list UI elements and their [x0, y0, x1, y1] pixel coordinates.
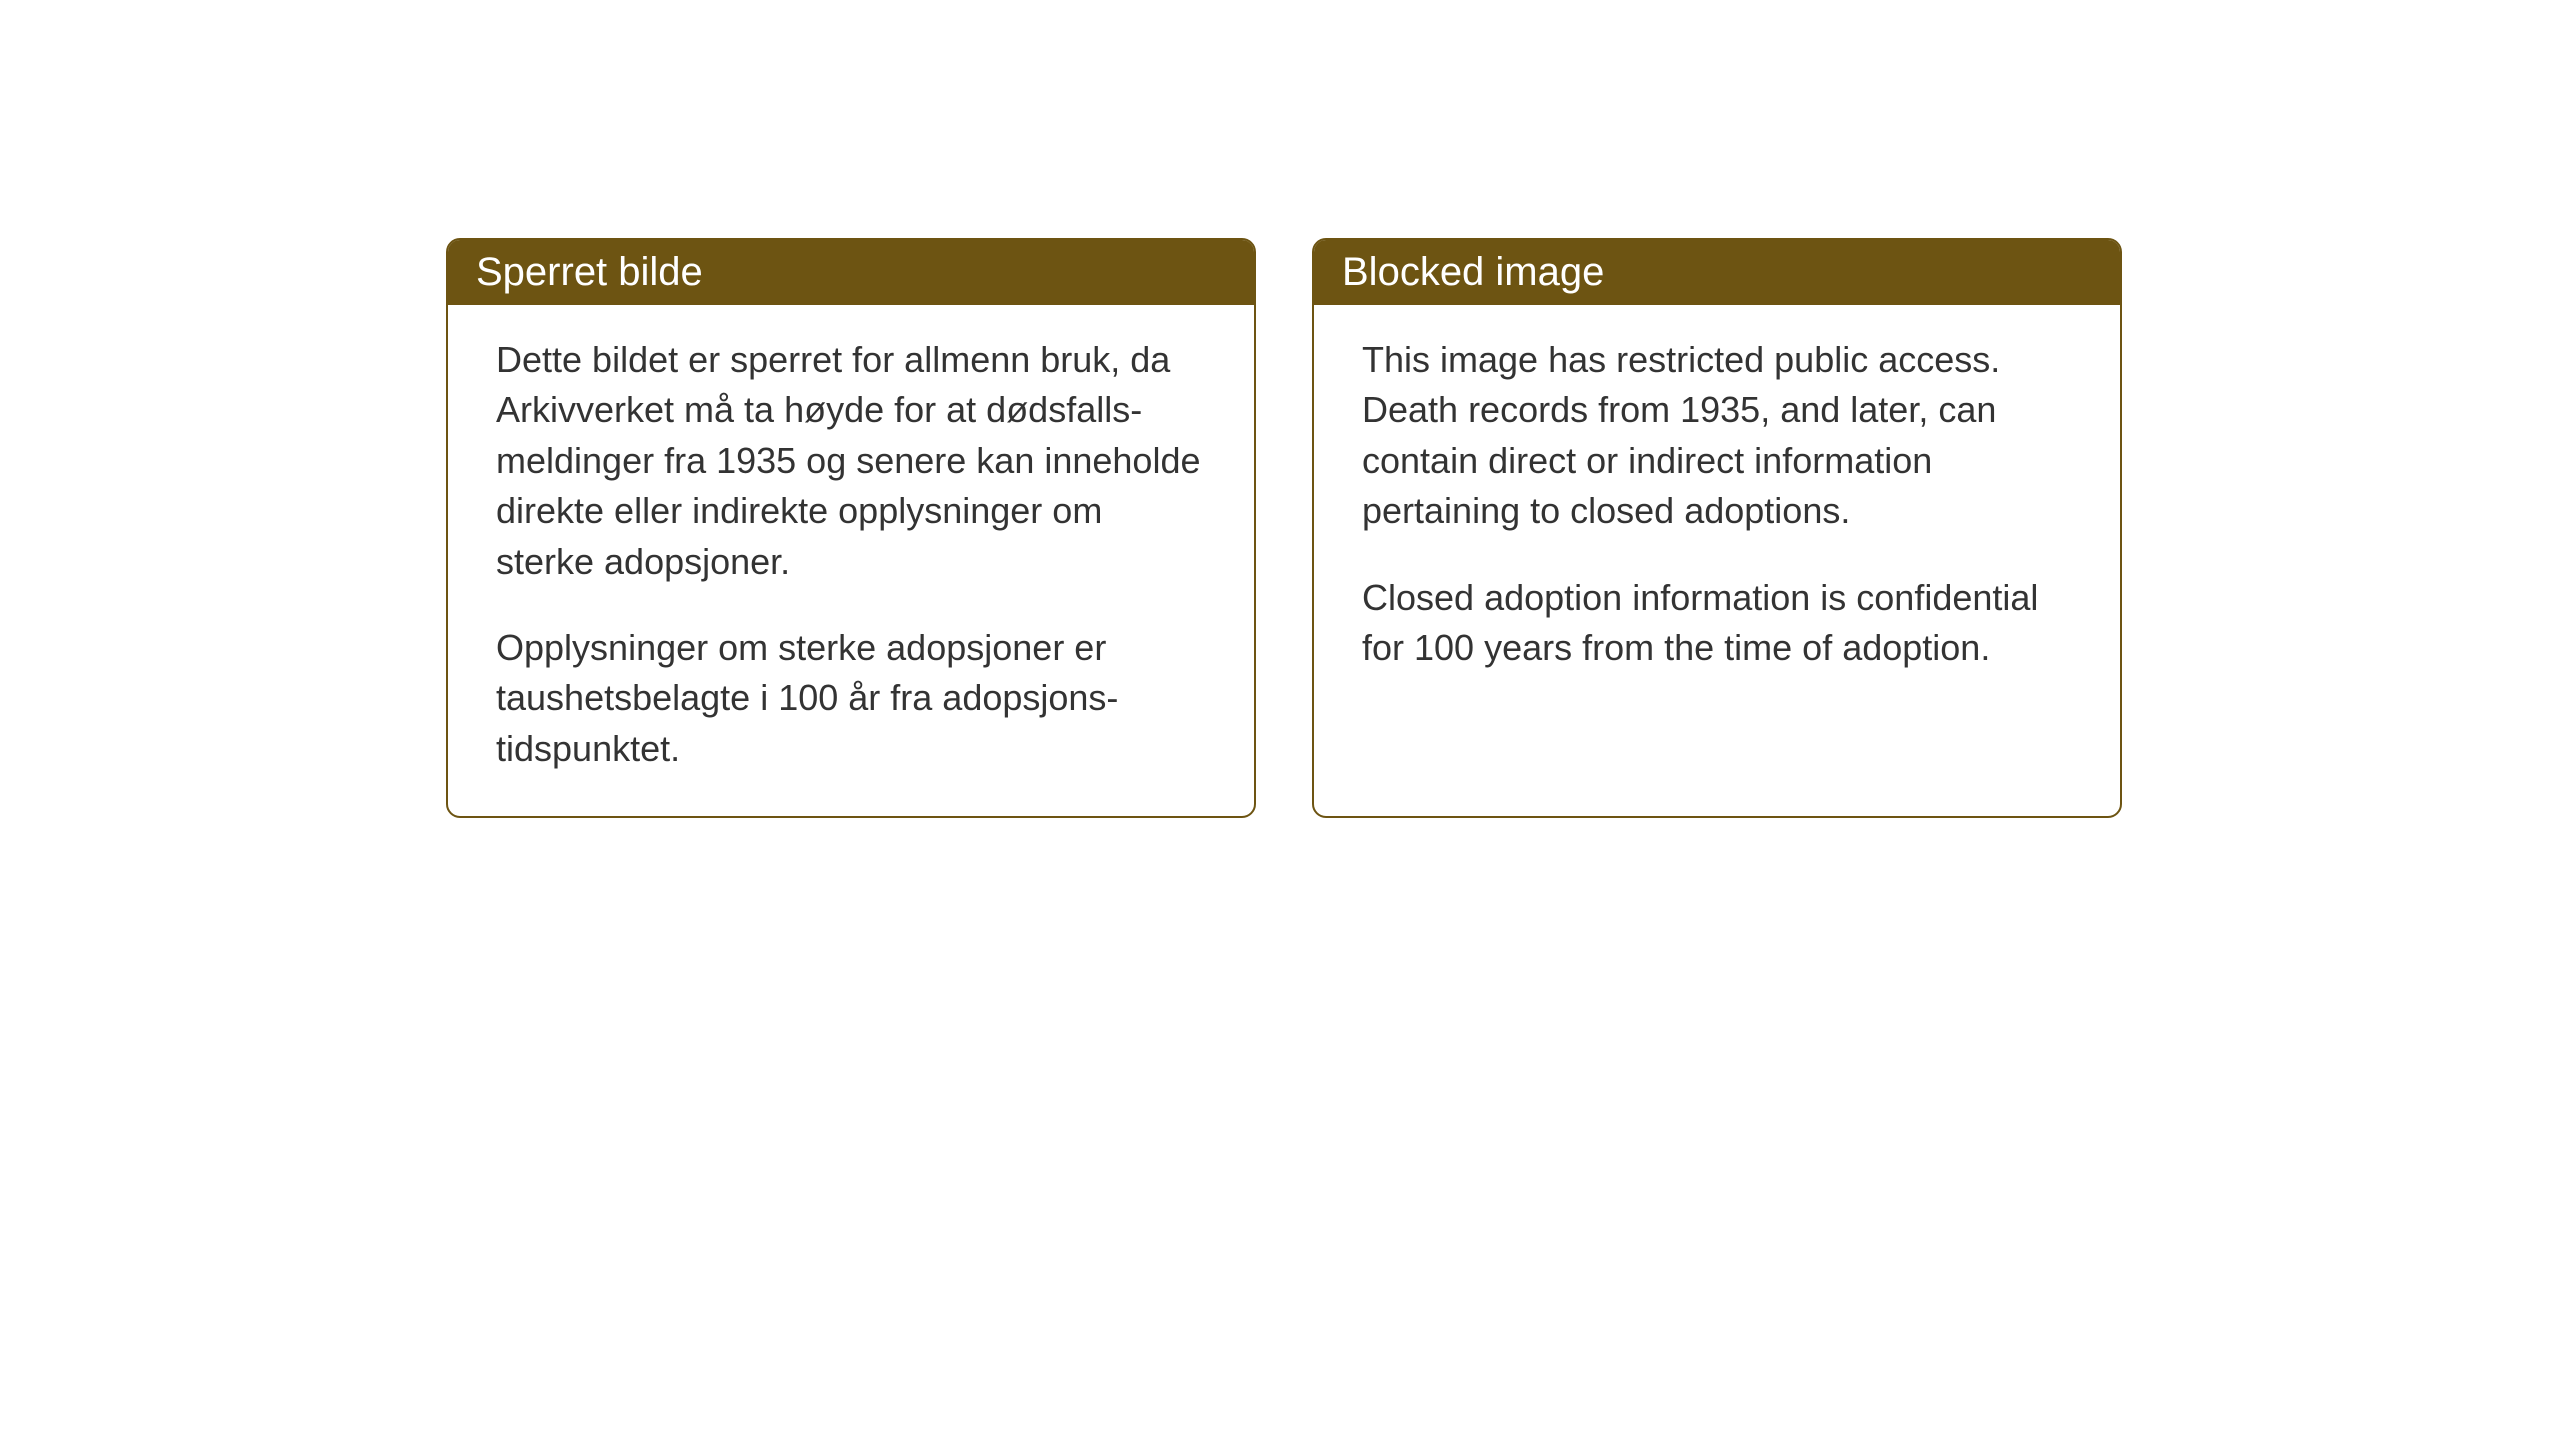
norwegian-paragraph-1: Dette bildet er sperret for allmenn bruk… — [496, 335, 1206, 587]
english-paragraph-2: Closed adoption information is confident… — [1362, 573, 2072, 674]
english-notice-card: Blocked image This image has restricted … — [1312, 238, 2122, 818]
norwegian-notice-card: Sperret bilde Dette bildet er sperret fo… — [446, 238, 1256, 818]
norwegian-card-body: Dette bildet er sperret for allmenn bruk… — [448, 305, 1254, 816]
notice-container: Sperret bilde Dette bildet er sperret fo… — [446, 238, 2122, 818]
norwegian-paragraph-2: Opplysninger om sterke adopsjoner er tau… — [496, 623, 1206, 774]
english-card-title: Blocked image — [1314, 240, 2120, 305]
english-card-body: This image has restricted public access.… — [1314, 305, 2120, 745]
english-paragraph-1: This image has restricted public access.… — [1362, 335, 2072, 537]
norwegian-card-title: Sperret bilde — [448, 240, 1254, 305]
